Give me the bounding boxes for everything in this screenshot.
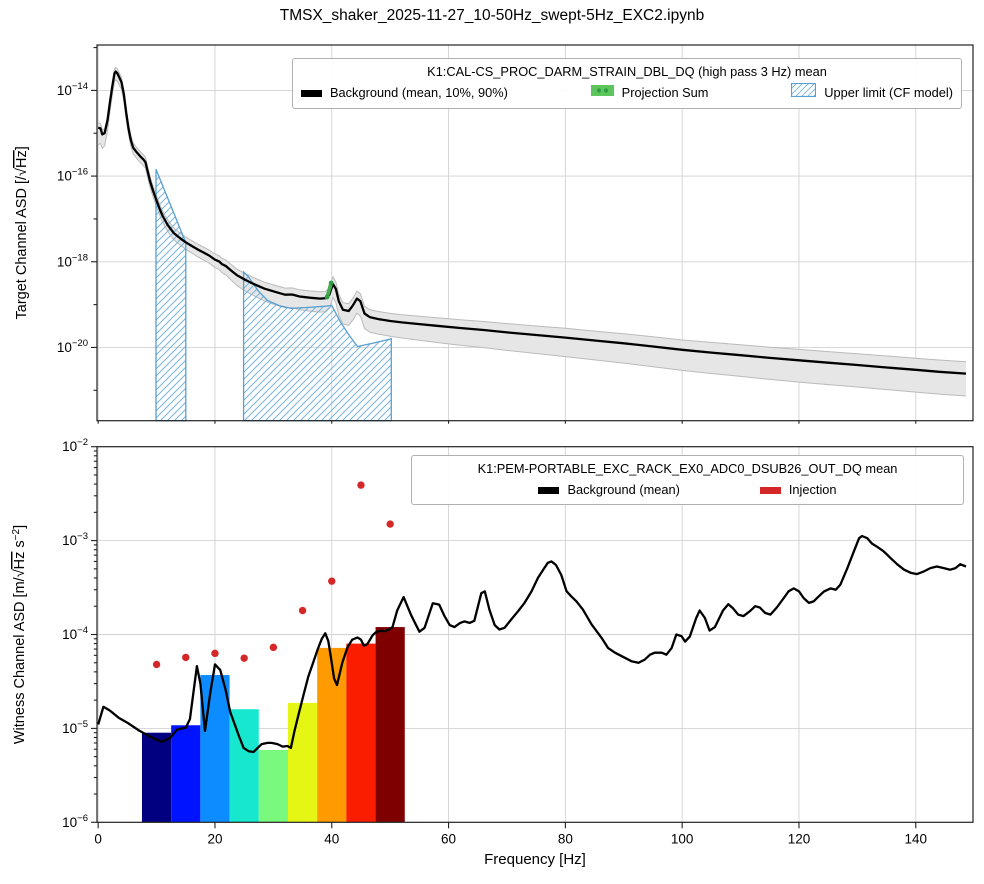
injection-bar [287,702,318,823]
x-tick-label: 40 [324,831,339,846]
top-legend: K1:CAL-CS_PROC_DARM_STRAIN_DBL_DQ (high … [292,58,962,109]
injection-bar [171,725,201,823]
injection-bar [317,647,347,823]
injection-bar [258,749,288,823]
top-ticks [91,47,917,424]
percentile-band [98,67,966,397]
witness-background-mean-line [97,534,967,754]
band-upper-edge [98,66,967,363]
projection-sum-marker [324,294,330,300]
injection-point [386,520,394,528]
upper-limit-swatch [791,82,817,104]
bottom-legend-entries: Background (mean) Injection [420,479,955,501]
x-axis-label: Frequency [Hz] [484,851,586,868]
projection-sum-swatch [590,82,614,104]
x-tick-label: 100 [671,831,694,846]
injection-point [298,606,307,615]
legend-label: Background (mean) [567,482,680,497]
injection-bar [229,709,259,823]
top-y-axis-label: Target Channel ASD [/√Hz] [14,146,30,319]
target-background-mean-line [97,70,967,375]
legend-item-upper-limit: Upper limit (CF model) [791,82,953,104]
injection-bar [141,732,172,823]
bottom-legend-title: K1:PEM-PORTABLE_EXC_RACK_EX0_ADC0_DSUB26… [477,461,898,476]
upper-limit-region [242,270,392,422]
y-tick-label: 10−16 [57,167,88,184]
upper-limit-region [155,168,187,422]
x-tick-label: 0 [94,831,102,846]
injection-bar [200,675,230,823]
y-tick-label: 10−14 [57,81,88,98]
injection-bar [375,627,405,823]
y-tick-label: 10−18 [57,252,88,269]
x-tick-label: 80 [558,831,573,846]
background-line-swatch [301,89,322,97]
projection-sum-marker [328,280,334,286]
bottom-grid [97,446,973,823]
bottom-y-axis-label: Witness Channel ASD [m/√Hz s−2] [11,525,28,744]
top-axes-frame [96,44,974,422]
bottom-ticks [91,446,917,829]
legend-label: Projection Sum [621,85,709,100]
x-tick-label: 20 [207,831,222,846]
injection-point [240,654,248,662]
projection-sum-line [325,281,334,299]
injection-point [182,653,190,662]
legend-item-background-mean: Background (mean) [538,479,680,501]
x-tick-label: 120 [788,831,811,846]
y-tick-label: 10−20 [57,338,88,355]
legend-item-injection: Injection [759,479,837,501]
bottom-legend: K1:PEM-PORTABLE_EXC_RACK_EX0_ADC0_DSUB26… [411,455,964,505]
injection-swatch [759,486,781,494]
y-tick-label: 10−2 [62,437,88,454]
injection-point [269,643,278,652]
injection-point [152,660,161,669]
figure-title: TMSX_shaker_2025-11-27_10-50Hz_swept-5Hz… [279,7,705,24]
y-tick-label: 10−3 [62,531,88,548]
top-legend-title: K1:CAL-CS_PROC_DARM_STRAIN_DBL_DQ (high … [427,64,827,79]
legend-label: Background (mean, 10%, 90%) [330,85,508,100]
bottom-plot: 10−2 10−3 10−4 10−5 10−6 0 20 40 60 80 100 120 140 [62,437,974,846]
y-tick-label: 10−4 [62,625,88,642]
y-tick-label: 10−6 [62,813,88,830]
legend-label: Injection [788,482,837,497]
background-line-swatch [538,486,560,494]
legend-item-projection-sum: Projection Sum [590,82,709,104]
injection-bar [346,643,376,823]
legend-label: Upper limit (CF model) [824,85,953,100]
top-legend-entries: Background (mean, 10%, 90%) Projection S… [301,82,953,104]
x-tick-label: 60 [441,831,456,846]
x-tick-label: 140 [905,831,928,846]
legend-item-background: Background (mean, 10%, 90%) [301,82,508,104]
injection-point [328,577,336,585]
y-tick-label: 10−5 [62,719,88,736]
injection-point [357,481,365,489]
injection-point [211,649,219,658]
